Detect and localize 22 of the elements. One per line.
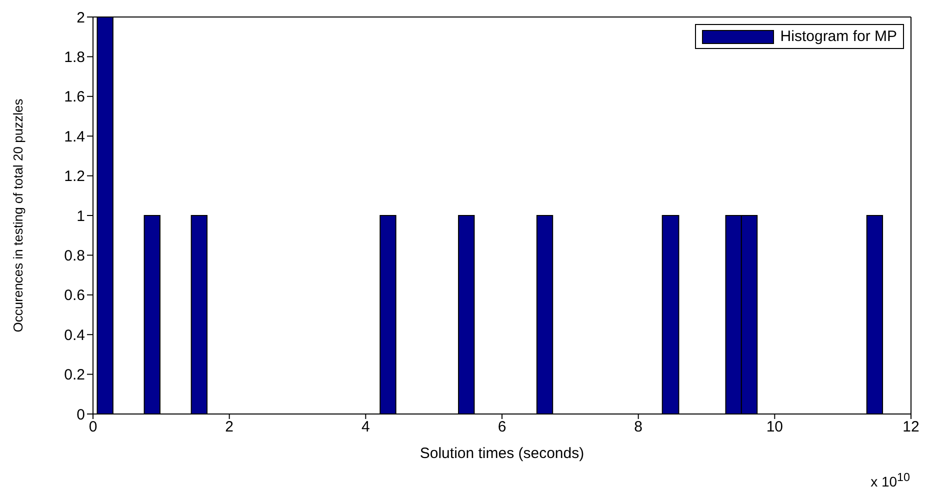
y-tick-label: 0 xyxy=(76,406,85,424)
y-tick-label: 1.6 xyxy=(64,88,85,106)
y-tick-label: 1.4 xyxy=(64,128,85,146)
x-tick-label: 8 xyxy=(634,418,643,436)
y-tick-label: 0.8 xyxy=(64,248,85,265)
y-tick-label: 1.2 xyxy=(64,168,85,186)
x-axis-title: Solution times (seconds) xyxy=(420,445,584,462)
y-tick-label: 1 xyxy=(76,208,85,225)
legend-label: Histogram for MP xyxy=(780,28,897,45)
y-axis-title: Occurences in testing of total 20 puzzles xyxy=(10,98,26,332)
y-tick-label: 2 xyxy=(76,9,85,26)
y-tick-label: 0.4 xyxy=(64,326,85,344)
x-tick-label: 12 xyxy=(902,418,920,436)
text: x 10$^{10}$ xyxy=(870,471,910,490)
x-tick-label: 6 xyxy=(498,418,506,436)
x-tick-label: 0 xyxy=(88,418,98,436)
x-tick-label: 10 xyxy=(766,418,784,436)
y-tick-label: 0.6 xyxy=(64,287,85,304)
x-tick-label: 2 xyxy=(225,418,234,436)
x-tick-label: 4 xyxy=(361,418,370,436)
y-tick-label: 1.8 xyxy=(64,49,85,66)
y-tick-label: 0.2 xyxy=(64,366,85,384)
